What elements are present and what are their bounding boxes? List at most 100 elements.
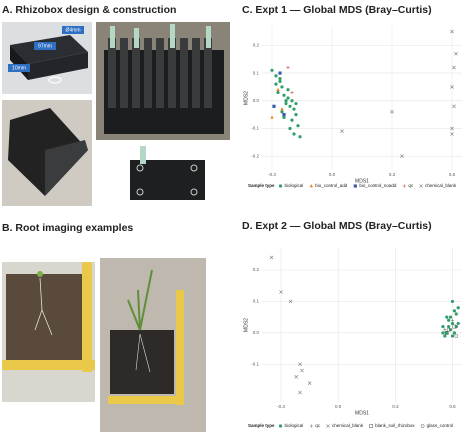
data-point: [456, 306, 460, 310]
legend-marker: [309, 424, 313, 428]
data-point: [278, 79, 282, 83]
plot-area: [262, 248, 462, 402]
y-tick-label: 0.2: [253, 267, 260, 272]
data-point: [282, 113, 286, 117]
data-point: [296, 124, 300, 128]
legend-label: bio_control_add: [315, 183, 348, 188]
data-point: [454, 334, 459, 338]
data-point: [288, 126, 292, 131]
legend-label: blank_soil_rhizobox: [375, 423, 415, 428]
data-point: [441, 324, 445, 329]
data-point: [282, 93, 286, 97]
legend-marker: [369, 424, 373, 428]
data-point: [445, 331, 449, 335]
y-tick-label: -0.1: [251, 361, 259, 366]
x-tick-label: 0.0: [329, 172, 336, 177]
x-axis-label: MDS1: [355, 410, 369, 416]
data-point: [446, 327, 451, 332]
photo-root-soil: [2, 262, 95, 402]
legend-label: biological: [285, 183, 304, 188]
data-point: [454, 312, 458, 316]
data-point: [286, 96, 290, 100]
legend-marker: [419, 184, 423, 188]
data-point: [452, 65, 456, 70]
data-point: [450, 29, 454, 34]
legend-label: chemical_blank: [425, 183, 457, 188]
legend-title: Sample type: [248, 423, 275, 428]
data-point: [452, 331, 456, 335]
y-tick-label: 0.1: [253, 70, 260, 75]
data-point: [450, 126, 454, 131]
legend-label: glass_control: [427, 423, 454, 428]
y-tick-label: -0.2: [251, 153, 259, 158]
y-tick-label: -0.1: [251, 126, 259, 131]
data-point: [274, 82, 278, 86]
data-point: [288, 299, 293, 304]
y-tick-label: 0.0: [253, 98, 260, 103]
data-point: [307, 381, 312, 385]
data-point: [450, 132, 454, 136]
legend-label: qc: [315, 423, 321, 428]
data-point: [448, 315, 453, 319]
photo-rhizobox-tray: [96, 22, 230, 140]
panel-title: B. Root imaging examples: [2, 222, 133, 234]
legend-marker: [353, 184, 357, 188]
legend-marker: [402, 184, 406, 188]
data-point: [272, 104, 276, 108]
data-point: [450, 299, 455, 304]
data-point: [447, 318, 451, 322]
dimension-label: 97mm: [38, 43, 52, 49]
data-point: [279, 290, 283, 294]
data-point: [448, 328, 453, 332]
data-point: [454, 51, 458, 56]
data-point: [282, 115, 286, 119]
data-point: [292, 132, 296, 136]
data-point: [274, 74, 278, 78]
x-tick-label: 0.6: [449, 404, 456, 409]
photo-rhizobox-stack: [2, 100, 92, 206]
data-point: [454, 324, 458, 329]
data-point: [300, 368, 304, 373]
panel-title: A. Rhizobox design & construction: [2, 4, 176, 16]
data-point: [276, 87, 280, 91]
legend-marker: [278, 184, 283, 188]
dimension-label: Ø4mm: [66, 27, 81, 33]
data-point: [443, 328, 447, 332]
data-point: [298, 362, 302, 367]
data-point: [292, 107, 296, 111]
x-tick-label: 0.3: [392, 404, 399, 409]
legend-label: qc: [408, 183, 414, 188]
data-point: [298, 135, 302, 139]
data-point: [340, 129, 344, 134]
data-point: [288, 104, 292, 108]
x-tick-label: 0.0: [335, 404, 342, 409]
legend-label: biological: [285, 423, 304, 428]
data-point: [443, 334, 447, 338]
legend-label: bio_control_noadd: [359, 183, 397, 188]
data-point: [278, 71, 282, 75]
data-point: [276, 90, 280, 95]
data-point: [450, 85, 454, 89]
data-point: [390, 110, 394, 114]
legend-marker: [309, 184, 314, 188]
data-point: [441, 331, 445, 335]
data-point: [456, 321, 460, 326]
x-tick-label: 0.6: [449, 172, 456, 177]
data-point: [284, 99, 288, 103]
y-tick-label: 0.0: [253, 330, 260, 335]
data-point: [284, 101, 288, 106]
x-axis-label: MDS1: [355, 178, 369, 184]
x-tick-label: -0.3: [268, 172, 276, 177]
data-point: [278, 77, 282, 81]
y-tick-label: 0.1: [253, 299, 260, 304]
data-point: [450, 334, 455, 338]
y-axis-label: MDS2: [243, 91, 249, 105]
y-tick-label: 0.2: [253, 43, 260, 48]
data-point: [452, 104, 456, 109]
legend-marker: [420, 424, 425, 428]
data-point: [290, 118, 294, 122]
photo-root-plant: [100, 258, 206, 432]
photo-rhizobox-drawing: Ø4mm 97mm 10mm: [2, 22, 92, 94]
data-point: [280, 85, 284, 89]
